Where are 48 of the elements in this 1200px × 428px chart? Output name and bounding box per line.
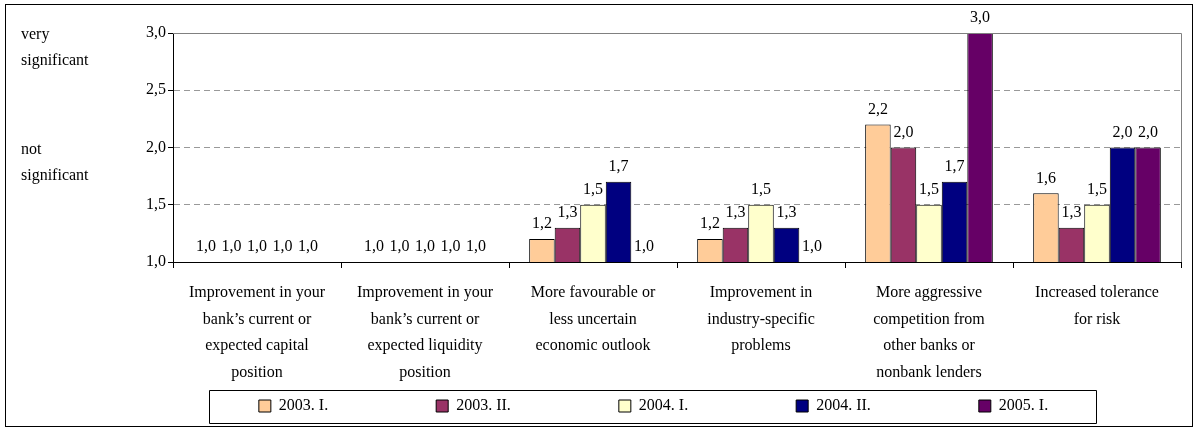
x-tick-label: Increased tolerance for risk [1035,283,1159,327]
data-label: 1,0 [415,237,435,255]
data-label: 1,0 [298,237,319,255]
data-label: 1,2 [531,214,552,232]
data-label: 2,2 [867,99,888,117]
data-label: 1,0 [221,237,242,255]
data-label: 1,0 [195,237,216,255]
data-label: 1,3 [557,202,578,220]
data-label: 1,3 [725,202,746,220]
data-label: 1,0 [247,237,267,255]
data-label: 2,0 [1138,122,1159,140]
data-label: 1,7 [608,157,629,175]
legend-label: 2004. II. [816,396,871,414]
data-label: 1,3 [776,202,797,220]
data-label: 1,5 [919,179,939,197]
text: very significant [21,25,90,70]
data-label: 1,3 [1061,202,1082,220]
y-tick-label: 2,5 [146,80,166,98]
data-label: 1,0 [802,237,823,255]
x-tick-label: Improvement in your bank’s current or expected liquidity position [357,283,494,381]
text: not significant [21,139,90,184]
data-label: 1,2 [699,214,720,232]
data-label: 1,0 [440,237,461,255]
x-tick-label: More favourable or less uncertain economic outlook [530,283,656,354]
y-tick-label: 1,0 [146,252,166,270]
x-tick-label: Improvement in industry-specific problems [707,283,815,355]
y-tick-label: 1,5 [146,194,166,212]
data-label: 1,0 [389,237,410,255]
data-label: 1,6 [1035,168,1056,186]
y-tick-label: 2,0 [146,137,166,155]
y-tick-label: 3,0 [146,23,166,41]
x-tick-label: More aggressive competition from other banks or nonbank lenders [873,283,986,380]
data-label: 2,0 [893,122,914,140]
legend-label: 2005. I. [998,396,1049,414]
legend-label: 2003. II. [456,396,511,414]
legend-label: 2003. I. [278,396,329,414]
data-label: 1,5 [1087,179,1107,197]
x-tick-label: Improvement in your bank’s current or expected capital position [189,283,326,381]
data-label: 3,0 [970,8,991,26]
data-label: 1,7 [944,157,965,175]
data-label: 1,5 [583,179,603,197]
data-label: 1,0 [466,237,487,255]
data-label: 1,5 [751,179,771,197]
legend-label: 2004. I. [638,396,689,414]
data-label: 1,0 [363,237,384,255]
data-label: 1,0 [272,237,293,255]
data-label: 2,0 [1112,122,1133,140]
data-label: 1,0 [634,237,655,255]
